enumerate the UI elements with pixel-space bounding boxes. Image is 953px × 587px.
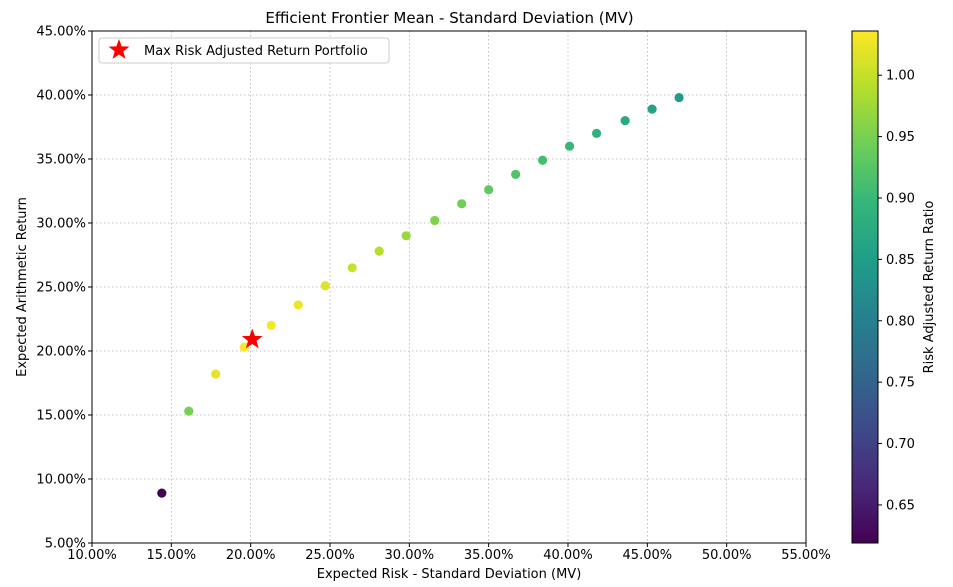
frontier-point xyxy=(647,104,657,114)
colorbar-tick-label: 0.85 xyxy=(886,253,915,268)
frontier-point xyxy=(538,155,548,165)
frontier-point xyxy=(239,342,249,352)
colorbar-frame xyxy=(851,30,879,544)
legend-star-icon xyxy=(108,39,130,59)
y-tick-label: 15.00% xyxy=(36,409,86,424)
x-axis-ticks: 10.00% 15.00% 20.00% 25.00% 30.00% 35.00% 40.0… xyxy=(67,543,831,563)
frontier-point xyxy=(620,116,630,126)
colorbar-tick-label: 0.90 xyxy=(886,191,915,206)
x-tick-label: 35.00% xyxy=(464,548,514,563)
y-tick-label: 45.00% xyxy=(36,25,86,40)
colorbar-tick-label: 0.75 xyxy=(886,376,915,391)
frontier-point xyxy=(401,231,411,241)
y-tick-label: 5.00% xyxy=(45,537,86,552)
y-tick-label: 10.00% xyxy=(36,473,86,488)
frontier-point xyxy=(293,300,303,310)
frontier-point xyxy=(211,369,221,379)
frontier-point xyxy=(674,92,684,103)
colorbar-tick-label: 0.95 xyxy=(886,130,915,145)
frontier-point xyxy=(591,128,602,138)
colorbar: 0.65 0.70 0.75 0.80 0.85 0.90 0.95 1.00 Risk Ad… xyxy=(851,30,937,544)
x-tick-label: 30.00% xyxy=(385,548,435,563)
max-portfolio-marker xyxy=(241,328,263,349)
y-tick-label: 25.00% xyxy=(36,281,86,296)
x-tick-label: 45.00% xyxy=(623,548,673,563)
frontier-point xyxy=(184,406,194,416)
x-axis-label: Expected Risk - Standard Deviation (MV) xyxy=(317,567,582,582)
y-tick-label: 40.00% xyxy=(36,89,86,104)
chart-title: Efficient Frontier Mean - Standard Devia… xyxy=(265,9,633,27)
x-tick-label: 15.00% xyxy=(147,548,197,563)
frontier-point xyxy=(374,246,384,256)
x-tick-label: 50.00% xyxy=(702,548,752,563)
grid-lines xyxy=(92,31,806,543)
frontier-point xyxy=(320,281,330,291)
x-tick-label: 55.00% xyxy=(781,548,831,563)
colorbar-tick-label: 0.80 xyxy=(886,314,915,329)
y-tick-label: 30.00% xyxy=(36,217,86,232)
colorbar-tick-label: 1.00 xyxy=(886,69,915,84)
frontier-point xyxy=(157,488,167,498)
legend: Max Risk Adjusted Return Portfolio xyxy=(98,37,390,64)
colorbar-tick-label: 0.65 xyxy=(886,498,915,513)
frontier-point xyxy=(430,215,440,226)
x-tick-label: 10.00% xyxy=(67,548,117,563)
y-axis-label: Expected Arithmetic Return xyxy=(15,197,30,377)
colorbar-gradient xyxy=(852,31,878,543)
frontier-point xyxy=(484,185,494,195)
colorbar-tick-label: 0.70 xyxy=(886,437,915,452)
colorbar-label: Risk Adjusted Return Ratio xyxy=(922,201,937,374)
frontier-point xyxy=(266,320,276,330)
legend-box xyxy=(98,37,390,64)
frontier-point xyxy=(564,141,575,151)
x-tick-label: 40.00% xyxy=(543,548,593,563)
x-tick-label: 25.00% xyxy=(305,548,355,563)
frontier-point xyxy=(457,199,467,209)
y-tick-label: 35.00% xyxy=(36,153,86,168)
y-axis-ticks: 5.00% 10.00% 15.00% 20.00% 25.00% 30.00% 35.00… xyxy=(36,25,92,552)
frontier-point xyxy=(511,169,521,179)
x-tick-label: 20.00% xyxy=(226,548,276,563)
legend-label: Max Risk Adjusted Return Portfolio xyxy=(144,44,368,59)
frontier-point xyxy=(347,263,357,273)
colorbar-ticks: 0.65 0.70 0.75 0.80 0.85 0.90 0.95 1.00 xyxy=(878,69,915,513)
y-tick-label: 20.00% xyxy=(36,345,86,360)
data-points xyxy=(157,92,684,498)
max-portfolio-star xyxy=(241,328,263,349)
